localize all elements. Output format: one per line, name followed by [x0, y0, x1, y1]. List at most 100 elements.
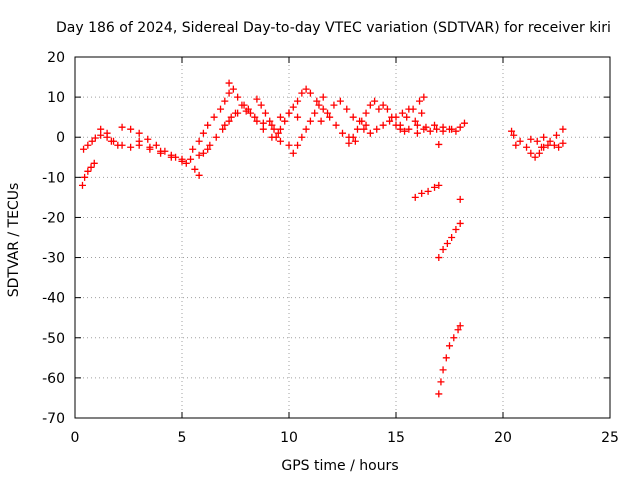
data-point: [87, 163, 95, 171]
data-point: [435, 140, 443, 148]
data-point: [555, 143, 563, 151]
data-point: [84, 167, 92, 175]
data-point: [152, 141, 160, 149]
series-arc-u: [411, 181, 443, 201]
data-point: [516, 137, 524, 145]
series-arc-v: [435, 219, 464, 262]
data-point: [413, 129, 421, 137]
data-point: [443, 240, 451, 248]
data-point: [253, 95, 261, 103]
data-point: [84, 141, 92, 149]
data-point: [454, 326, 462, 334]
data-point: [289, 103, 297, 111]
data-point: [353, 125, 361, 133]
data-point: [259, 119, 267, 127]
data-point: [225, 117, 233, 125]
y-axis-label: SDTVAR / TECUs: [6, 183, 22, 298]
x-tick-label: 20: [494, 430, 512, 446]
data-point: [379, 101, 387, 109]
data-point: [157, 147, 165, 155]
y-tick-label: -30: [42, 251, 65, 267]
data-point: [424, 187, 432, 195]
series-arc-j: [253, 95, 282, 137]
data-point: [366, 129, 374, 137]
data-point: [285, 141, 293, 149]
data-point: [78, 181, 86, 189]
chart-title: Day 186 of 2024, Sidereal Day-to-day VTE…: [56, 20, 611, 36]
data-point: [411, 193, 419, 201]
series-arc-p: [360, 105, 413, 137]
data-point: [225, 89, 233, 97]
series-arc-c: [97, 125, 186, 165]
series-arc-q: [375, 101, 409, 135]
x-tick-label: 10: [280, 430, 298, 446]
data-point: [362, 109, 370, 117]
data-point: [383, 105, 391, 113]
y-tick-label: -10: [42, 170, 65, 186]
data-point: [97, 125, 105, 133]
data-point: [433, 125, 441, 133]
data-point: [281, 117, 289, 125]
data-point: [118, 123, 126, 131]
data-point: [416, 97, 424, 105]
data-point: [81, 173, 89, 181]
data-point: [195, 137, 203, 145]
data-point: [191, 165, 199, 173]
data-point: [448, 234, 456, 241]
data-point: [276, 125, 284, 133]
data-point: [388, 113, 396, 121]
data-point: [326, 113, 334, 121]
data-point: [531, 153, 539, 161]
data-point: [324, 109, 332, 117]
axis-ticks: 0 5 10 15 20 25 20 10 0 -10 -20 -30 -40 -50 -60 -70: [42, 50, 619, 446]
data-point: [221, 97, 229, 105]
data-point: [349, 113, 357, 121]
data-point: [362, 121, 370, 129]
data-point: [294, 97, 302, 105]
data-point: [452, 127, 460, 135]
series-arc-w: [435, 322, 464, 398]
data-point: [540, 133, 548, 141]
series-arc-k: [272, 85, 310, 141]
data-point: [435, 181, 443, 189]
series-arc-e: [135, 137, 212, 163]
data-point: [217, 105, 225, 113]
data-point: [366, 101, 374, 109]
series-arc-l: [289, 93, 327, 157]
data-point: [448, 125, 456, 133]
data-point: [294, 113, 302, 121]
series-arc-s: [413, 121, 460, 135]
data-point: [336, 97, 344, 105]
data-point: [172, 153, 180, 161]
data-point: [204, 145, 212, 153]
data-point: [420, 93, 428, 101]
data-point: [253, 117, 261, 125]
data-point: [246, 109, 254, 117]
data-point: [512, 141, 520, 149]
data-point: [227, 113, 235, 121]
data-point: [422, 123, 430, 131]
data-point: [204, 121, 212, 129]
data-point: [274, 129, 282, 137]
data-point: [426, 127, 434, 135]
data-point: [411, 117, 419, 125]
data-point: [266, 117, 274, 125]
series-arc-a: [78, 159, 98, 189]
series-arc-t: [413, 119, 468, 137]
data-point: [535, 149, 543, 157]
data-point: [80, 145, 88, 153]
series-arc-f: [189, 89, 233, 153]
data-point: [396, 121, 404, 129]
data-point: [413, 121, 421, 129]
data-point: [546, 137, 554, 145]
data-point: [127, 125, 135, 133]
data-point: [242, 107, 250, 115]
data-point: [456, 219, 464, 227]
data-point: [276, 113, 284, 121]
data-point: [199, 149, 207, 157]
data-point: [456, 123, 464, 131]
data-point: [135, 137, 143, 145]
data-point: [103, 129, 111, 137]
data-point: [435, 390, 443, 398]
data-point: [221, 121, 229, 129]
